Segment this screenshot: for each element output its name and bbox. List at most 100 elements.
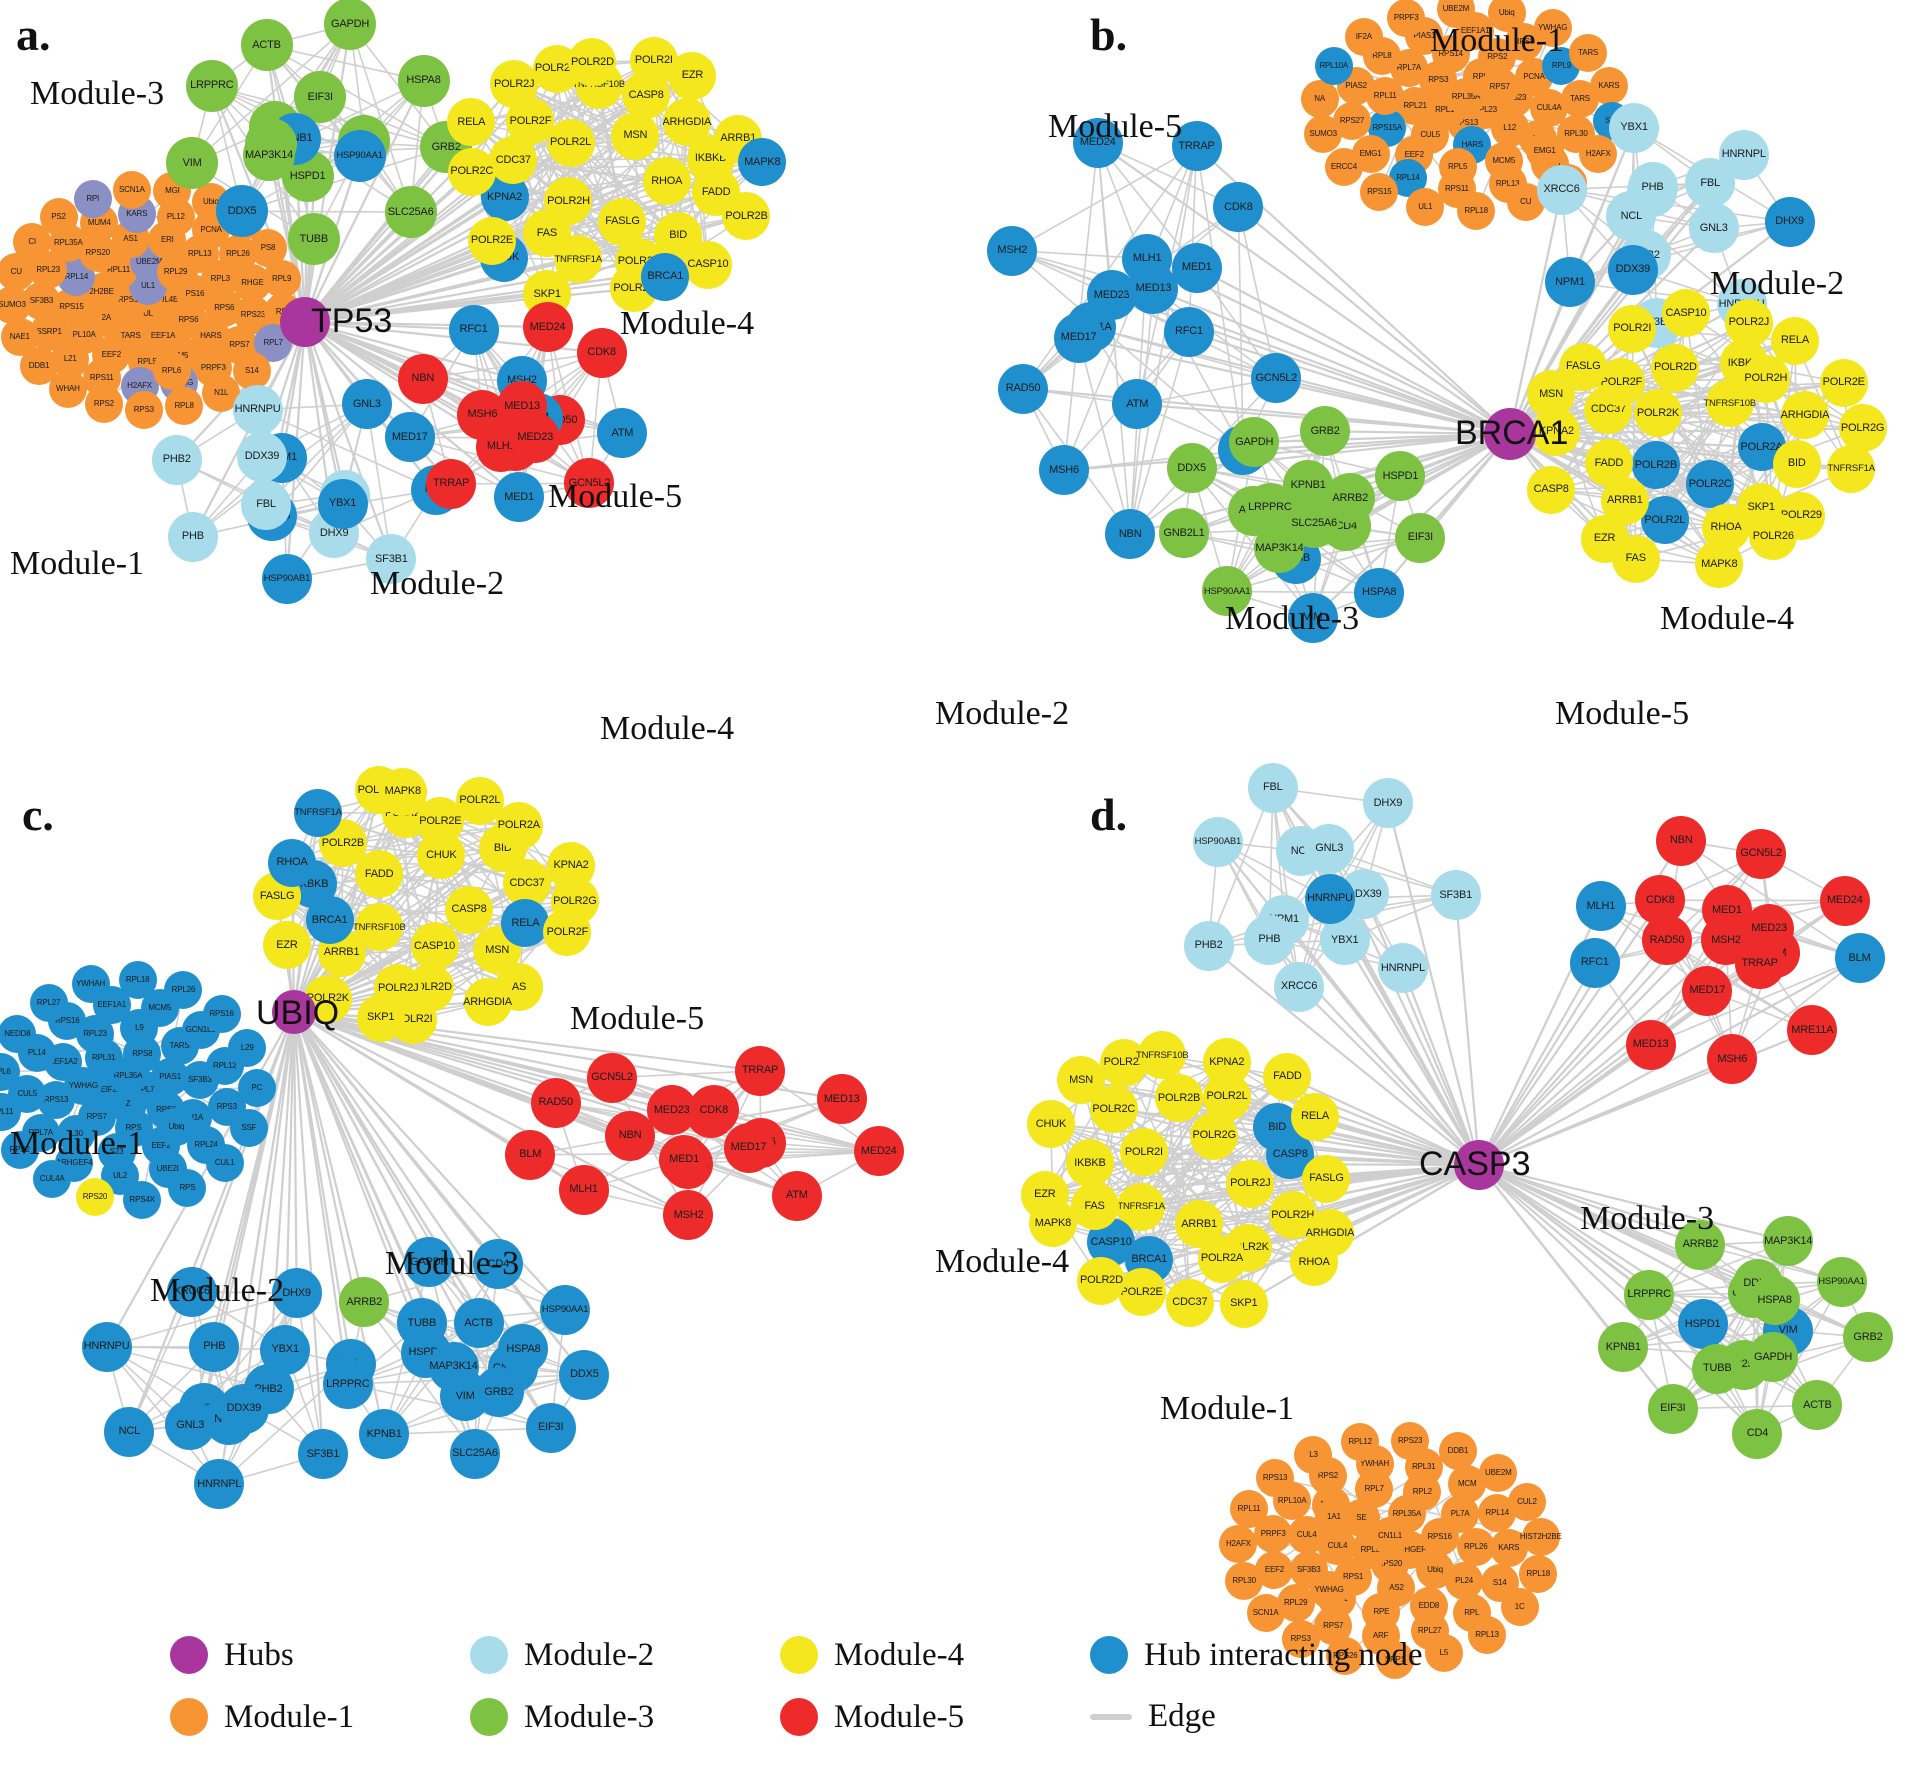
c-node-tubb[interactable]: TUBB bbox=[396, 1298, 447, 1349]
b-node-ybx1[interactable]: YBX1 bbox=[1609, 102, 1660, 153]
d-blob-node-43[interactable]: L3 bbox=[1294, 1435, 1333, 1474]
b-node-gnl3[interactable]: GNL3 bbox=[1688, 203, 1739, 254]
c-node-blm[interactable]: BLM bbox=[505, 1129, 556, 1180]
c-node-casp10[interactable]: CASP10 bbox=[410, 922, 459, 971]
d-blob-node-53[interactable]: L5 bbox=[1424, 1634, 1463, 1673]
b-blob-node-26[interactable]: PIAS2 bbox=[1337, 67, 1376, 106]
c-node-med23[interactable]: MED23 bbox=[646, 1085, 697, 1136]
a-node-ddx39[interactable]: DDX39 bbox=[236, 431, 287, 482]
c-node-rad50[interactable]: RAD50 bbox=[530, 1077, 581, 1128]
b-blob-node-38[interactable]: SUMO3 bbox=[1304, 115, 1343, 154]
d-blob-node-27[interactable]: RPL10A bbox=[1273, 1482, 1312, 1520]
d-blob-node-20[interactable]: RPL26 bbox=[1456, 1528, 1495, 1567]
c-node-ybx1[interactable]: YBX1 bbox=[260, 1324, 311, 1375]
c-node-brca1[interactable]: BRCA1 bbox=[305, 896, 354, 945]
d-node-grb2[interactable]: GRB2 bbox=[1842, 1312, 1893, 1363]
d-node-actb[interactable]: ACTB bbox=[1792, 1380, 1843, 1431]
d-node-blm[interactable]: BLM bbox=[1834, 933, 1885, 984]
c-node-med17[interactable]: MED17 bbox=[723, 1122, 774, 1173]
a-node-med17[interactable]: MED17 bbox=[384, 412, 435, 463]
a-node-mapk8[interactable]: MAPK8 bbox=[738, 138, 787, 187]
a-blob-node-51[interactable]: SCN1A bbox=[112, 171, 151, 210]
a-node-med24[interactable]: MED24 bbox=[522, 302, 573, 353]
c-node-cdk8[interactable]: CDK8 bbox=[688, 1085, 739, 1136]
b-node-hsp90aa1[interactable]: HSP90AA1 bbox=[1202, 566, 1253, 617]
d-blob-node-56[interactable]: YWHAG bbox=[1310, 1571, 1349, 1610]
a-node-lrpprc[interactable]: LRPPRC bbox=[185, 59, 238, 112]
c-node-xrcc6[interactable]: XRCC6 bbox=[166, 1266, 217, 1317]
a-blob-node-50[interactable]: RPI bbox=[73, 180, 112, 219]
c-hub-node[interactable] bbox=[272, 990, 316, 1034]
c-node-trrap[interactable]: TRRAP bbox=[734, 1045, 785, 1096]
a-node-faslg[interactable]: FASLG bbox=[598, 197, 647, 246]
a-blob-node-65[interactable]: RPL6 bbox=[152, 352, 191, 391]
d-node-cd4[interactable]: CD4 bbox=[1732, 1408, 1783, 1459]
a-node-gapdh[interactable]: GAPDH bbox=[324, 0, 377, 51]
d-node-phb[interactable]: PHB bbox=[1244, 914, 1295, 965]
b-blob-node-41[interactable]: IF2A bbox=[1344, 18, 1383, 57]
b-node-cdk8[interactable]: CDK8 bbox=[1213, 182, 1264, 233]
d-node-polr2a[interactable]: POLR2A bbox=[1197, 1234, 1246, 1283]
a-blob-node-43[interactable]: WHAH bbox=[48, 370, 87, 409]
c-node-mlh1[interactable]: MLH1 bbox=[558, 1164, 609, 1215]
a-node-brca1[interactable]: BRCA1 bbox=[641, 252, 690, 301]
d-node-mlh1[interactable]: MLH1 bbox=[1575, 881, 1626, 932]
c-node-hsp90aa1[interactable]: HSP90AA1 bbox=[540, 1285, 591, 1336]
c-node-kpnb1[interactable]: KPNB1 bbox=[359, 1409, 410, 1460]
a-node-polr2b[interactable]: POLR2B bbox=[722, 192, 771, 241]
a-node-hsp90aa1[interactable]: HSP90AA1 bbox=[333, 130, 386, 183]
b-node-dhx9[interactable]: DHX9 bbox=[1764, 196, 1815, 247]
d-node-hspd1[interactable]: HSPD1 bbox=[1677, 1299, 1728, 1350]
b-blob-node-49[interactable]: H2AFX bbox=[1579, 135, 1618, 174]
b-node-hspa8[interactable]: HSPA8 bbox=[1354, 567, 1405, 618]
d-node-hsp90aa1[interactable]: HSP90AA1 bbox=[1816, 1256, 1867, 1307]
c-node-ddx39[interactable]: DDX39 bbox=[218, 1383, 269, 1434]
a-node-hsp90ab1[interactable]: HSP90AB1 bbox=[261, 553, 312, 604]
d-blob-node-47[interactable]: UBE2M bbox=[1479, 1453, 1518, 1492]
d-blob-node-25[interactable]: EEF2 bbox=[1255, 1551, 1294, 1590]
b-node-hspd1[interactable]: HSPD1 bbox=[1375, 451, 1426, 502]
c-node-med24[interactable]: MED24 bbox=[853, 1126, 904, 1177]
d-node-cdc37[interactable]: CDC37 bbox=[1165, 1278, 1214, 1327]
b-node-rfc1[interactable]: RFC1 bbox=[1163, 306, 1214, 357]
a-node-ybx1[interactable]: YBX1 bbox=[317, 478, 368, 529]
d-blob-node-39[interactable]: RPL30 bbox=[1225, 1561, 1264, 1600]
a-blob-node-56[interactable]: RPL9 bbox=[262, 259, 301, 298]
b-node-gapdh[interactable]: GAPDH bbox=[1229, 417, 1280, 468]
c-blob-node-35[interactable]: RPS2 bbox=[0, 1130, 39, 1169]
a-node-polr2e[interactable]: POLR2E bbox=[467, 216, 516, 265]
c-blob-node-37[interactable]: RPL6 bbox=[0, 1052, 20, 1091]
b-node-eif3i[interactable]: EIF3I bbox=[1395, 512, 1446, 563]
d-node-tubb[interactable]: TUBB bbox=[1692, 1343, 1743, 1394]
a-node-atm[interactable]: ATM bbox=[597, 408, 648, 459]
b-node-npm1[interactable]: NPM1 bbox=[1544, 257, 1595, 308]
b-node-xrcc6[interactable]: XRCC6 bbox=[1536, 164, 1587, 215]
b-node-msh6[interactable]: MSH6 bbox=[1039, 445, 1090, 496]
a-node-gnl3[interactable]: GNL3 bbox=[341, 379, 392, 430]
d-node-skp1[interactable]: SKP1 bbox=[1219, 1279, 1268, 1328]
c-blob-node-38[interactable]: NEDD8 bbox=[0, 1014, 37, 1053]
c-node-dhx9[interactable]: DHX9 bbox=[271, 1268, 322, 1319]
c-node-rhoa[interactable]: RHOA bbox=[268, 838, 317, 887]
a-node-polr2c[interactable]: POLR2C bbox=[447, 147, 496, 196]
a-node-msn[interactable]: MSN bbox=[611, 111, 660, 160]
c-node-map3k14[interactable]: MAP3K14 bbox=[428, 1341, 479, 1392]
d-node-gapdh[interactable]: GAPDH bbox=[1748, 1332, 1799, 1383]
c-node-atm[interactable]: ATM bbox=[771, 1170, 822, 1221]
b-node-vim[interactable]: VIM bbox=[1287, 592, 1338, 643]
c-node-med1[interactable]: MED1 bbox=[659, 1134, 710, 1185]
a-node-fas[interactable]: FAS bbox=[522, 209, 571, 258]
b-blob-node-40[interactable]: RPL10A bbox=[1314, 46, 1353, 85]
d-node-gnl3[interactable]: GNL3 bbox=[1304, 823, 1355, 874]
c-blob-node-41[interactable]: RPL18 bbox=[118, 960, 157, 999]
c-node-ddx5[interactable]: DDX5 bbox=[559, 1349, 610, 1400]
b-node-gnb2l1[interactable]: GNB2L1 bbox=[1159, 508, 1209, 559]
c-node-phb[interactable]: PHB bbox=[189, 1321, 240, 1372]
c-blob-node-39[interactable]: RPL27 bbox=[29, 984, 68, 1023]
b-blob-node-52[interactable]: RPL18 bbox=[1457, 191, 1496, 230]
a-node-fbl[interactable]: FBL bbox=[241, 479, 292, 530]
b-blob-node-36[interactable]: RPS15 bbox=[1360, 172, 1399, 211]
b-node-casp8[interactable]: CASP8 bbox=[1527, 465, 1576, 514]
c-node-polr2e[interactable]: POLR2E bbox=[416, 797, 465, 846]
d-blob-node-50[interactable]: RPL18 bbox=[1519, 1554, 1558, 1593]
